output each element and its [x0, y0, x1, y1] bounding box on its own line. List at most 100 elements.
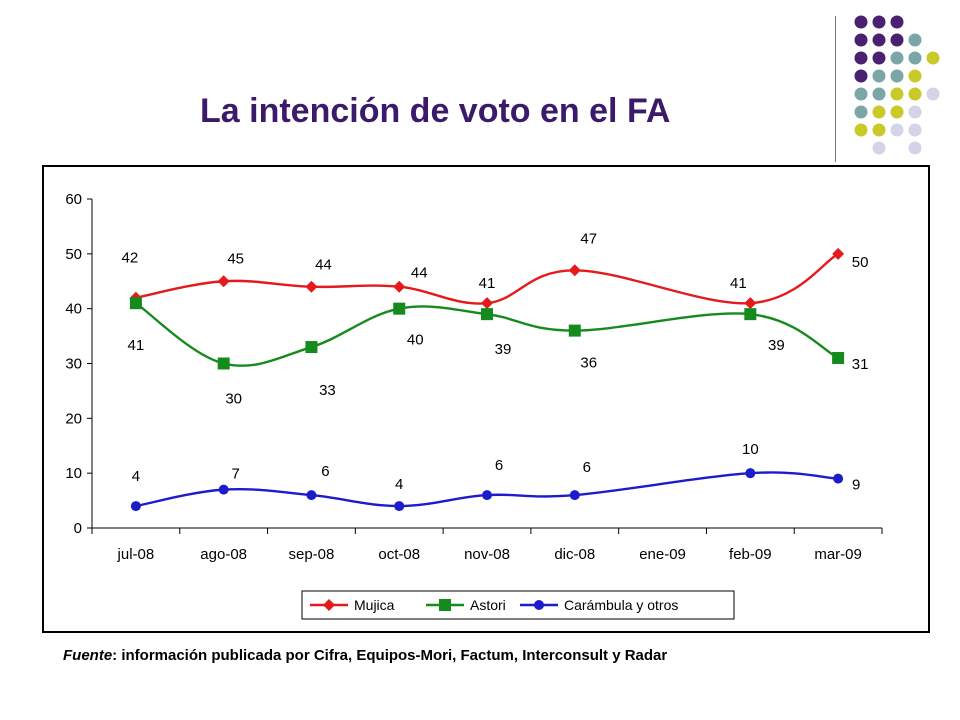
data-point-square [481, 308, 493, 321]
decorative-dot [890, 69, 904, 83]
series-mujica: 42 45 44 44 41 47 41 50 [122, 230, 869, 310]
data-label: 45 [227, 250, 244, 267]
decorative-dot [854, 123, 868, 137]
data-label: 10 [742, 441, 759, 458]
decorative-dot [908, 87, 922, 101]
data-point-circle [130, 501, 141, 512]
data-point-circle [569, 490, 580, 501]
data-label: 41 [128, 337, 145, 354]
data-label: 44 [411, 265, 428, 282]
x-tick-label: ene-09 [639, 546, 686, 563]
data-point-diamond [393, 280, 406, 293]
decorative-dot [854, 105, 868, 119]
data-label: 9 [852, 477, 860, 494]
x-tick-label: mar-09 [814, 546, 862, 563]
line-chart: 0 10 20 30 40 50 60 jul-08 ago-08 sep-08 oct-08 nov… [65, 191, 883, 620]
data-label: 50 [852, 254, 869, 271]
decorative-dot [872, 69, 886, 83]
y-tick-label: 60 [65, 191, 82, 208]
data-label: 4 [132, 468, 140, 485]
source-note: Fuente: información publicada por Cifra,… [63, 647, 667, 664]
decorative-dot [872, 51, 886, 65]
y-tick-label: 10 [65, 465, 82, 482]
decorative-dot [890, 87, 904, 101]
x-tick-label: feb-09 [729, 546, 772, 563]
x-tick-label: ago-08 [200, 546, 247, 563]
decorative-dot [908, 51, 922, 65]
x-tick-label: sep-08 [289, 546, 335, 563]
decorative-dot [926, 87, 940, 101]
legend-label: Astori [470, 597, 506, 613]
data-label: 47 [580, 230, 597, 247]
decorative-dot [854, 33, 868, 47]
decorative-dot [908, 123, 922, 137]
decorative-dot [872, 15, 886, 29]
decorative-dot [890, 123, 904, 137]
decorative-dot [908, 33, 922, 47]
decorative-dot [908, 69, 922, 83]
data-point-square [217, 357, 230, 370]
legend: Mujica Astori Carámbula y otros [301, 590, 735, 620]
series-astori: 41 30 33 40 39 36 39 31 [128, 297, 869, 408]
decorative-dot [872, 105, 886, 119]
y-tick-label: 20 [65, 410, 82, 427]
data-point-square [129, 297, 142, 310]
data-label: 6 [321, 463, 329, 480]
data-label: 4 [395, 476, 403, 493]
data-point-diamond [217, 275, 230, 288]
x-tick-label: dic-08 [554, 546, 595, 563]
data-point-diamond [832, 247, 845, 260]
series-line [135, 252, 839, 305]
decorative-dot [908, 105, 922, 119]
data-label: 39 [495, 341, 512, 358]
header-divider [835, 16, 836, 162]
data-label: 36 [580, 355, 597, 372]
data-label: 30 [225, 391, 242, 408]
data-label: 6 [495, 457, 503, 474]
data-label: 31 [852, 356, 869, 373]
legend-entry: Astori [426, 597, 506, 613]
decorative-dot [854, 69, 868, 83]
decorative-dot [872, 141, 886, 155]
legend-entry: Mujica [310, 597, 395, 613]
data-label: 42 [122, 250, 139, 267]
data-point-diamond [323, 599, 335, 611]
y-tick-label: 30 [65, 356, 82, 373]
decorative-dot [872, 123, 886, 137]
decorative-dot [890, 51, 904, 65]
data-point-circle [833, 473, 844, 484]
legend-box [301, 590, 735, 620]
decorative-dot-grid [854, 15, 940, 155]
series-car-mbula-y-otros: 4 7 6 4 6 6 10 9 [130, 441, 860, 512]
y-tick-label: 40 [65, 301, 82, 318]
data-point-square [832, 352, 845, 365]
source-label: Fuente [63, 647, 113, 664]
legend-entry: Carámbula y otros [520, 597, 678, 613]
data-label: 41 [479, 275, 496, 292]
data-label: 33 [319, 382, 336, 399]
decorative-dot [908, 141, 922, 155]
data-point-square [439, 599, 451, 611]
chart-frame: 0 10 20 30 40 50 60 jul-08 ago-08 sep-08 oct-08 nov… [42, 165, 930, 633]
data-point-circle [745, 468, 756, 479]
decorative-dot [890, 105, 904, 119]
decorative-dot [926, 51, 940, 65]
x-tick-label: nov-08 [464, 546, 510, 563]
legend-label: Carámbula y otros [564, 597, 678, 613]
data-point-square [568, 324, 581, 337]
data-label: 6 [583, 459, 591, 476]
decorative-dot [872, 87, 886, 101]
data-point-square [393, 302, 406, 315]
y-tick-label: 0 [74, 520, 82, 537]
series-line [135, 471, 839, 508]
data-label: 39 [768, 337, 785, 354]
data-label: 7 [231, 466, 239, 483]
data-point-circle [394, 501, 405, 512]
decorative-dot [854, 51, 868, 65]
data-point-circle [534, 600, 544, 610]
decorative-dot [872, 33, 886, 47]
data-point-diamond [481, 297, 493, 310]
data-point-square [305, 341, 318, 354]
slide-title: La intención de voto en el FA [200, 92, 671, 130]
data-point-circle [218, 484, 229, 495]
